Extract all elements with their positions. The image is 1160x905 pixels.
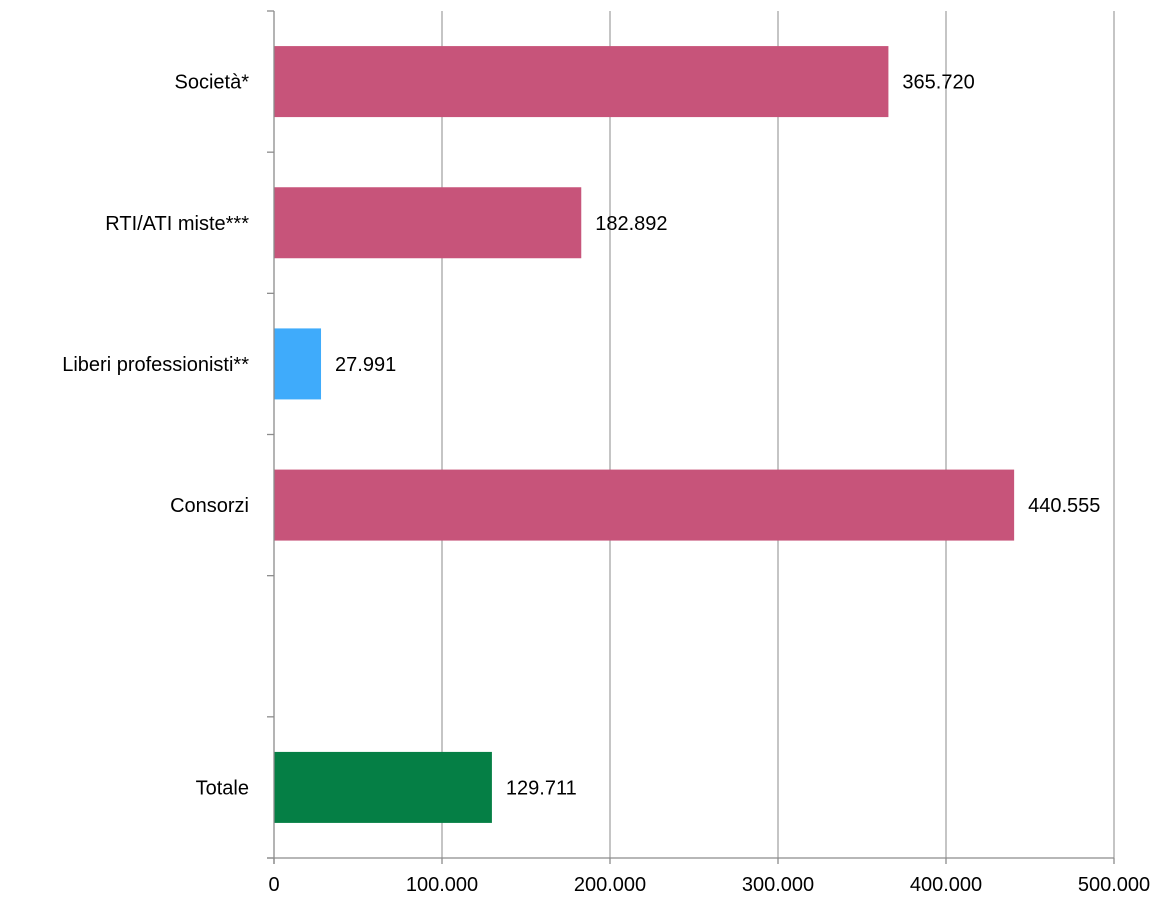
bar [274, 328, 322, 400]
x-tick-label: 500.000 [1078, 874, 1150, 896]
axes [267, 10, 1115, 864]
data-label: 182.892 [595, 213, 667, 235]
data-labels: 365.720 182.892 27.991 440.555 129.711 [335, 72, 1100, 800]
bars [274, 46, 1015, 823]
category-labels: Società* RTI/ATI miste*** Liberi professio… [62, 72, 249, 800]
bar [274, 46, 889, 118]
tick-labels: 0 100.000 200.000 300.000 400.000 500.000 [268, 874, 1150, 896]
category-label: Consorzi [170, 495, 249, 517]
x-tick-label: 100.000 [406, 874, 478, 896]
category-label: RTI/ATI miste*** [105, 213, 249, 235]
x-tick-label: 400.000 [910, 874, 982, 896]
data-label: 27.991 [335, 354, 396, 376]
category-label: Società* [175, 72, 250, 94]
data-label: 365.720 [902, 72, 974, 94]
bar [274, 187, 582, 259]
bar [274, 469, 1015, 541]
x-tick-label: 0 [268, 874, 279, 896]
category-label: Liberi professionisti** [62, 354, 249, 376]
x-tick-label: 200.000 [574, 874, 646, 896]
category-label: Totale [196, 777, 249, 799]
data-label: 440.555 [1028, 495, 1100, 517]
x-tick-label: 300.000 [742, 874, 814, 896]
bar [274, 751, 492, 823]
gridlines [441, 11, 1115, 858]
data-label: 129.711 [506, 777, 577, 799]
